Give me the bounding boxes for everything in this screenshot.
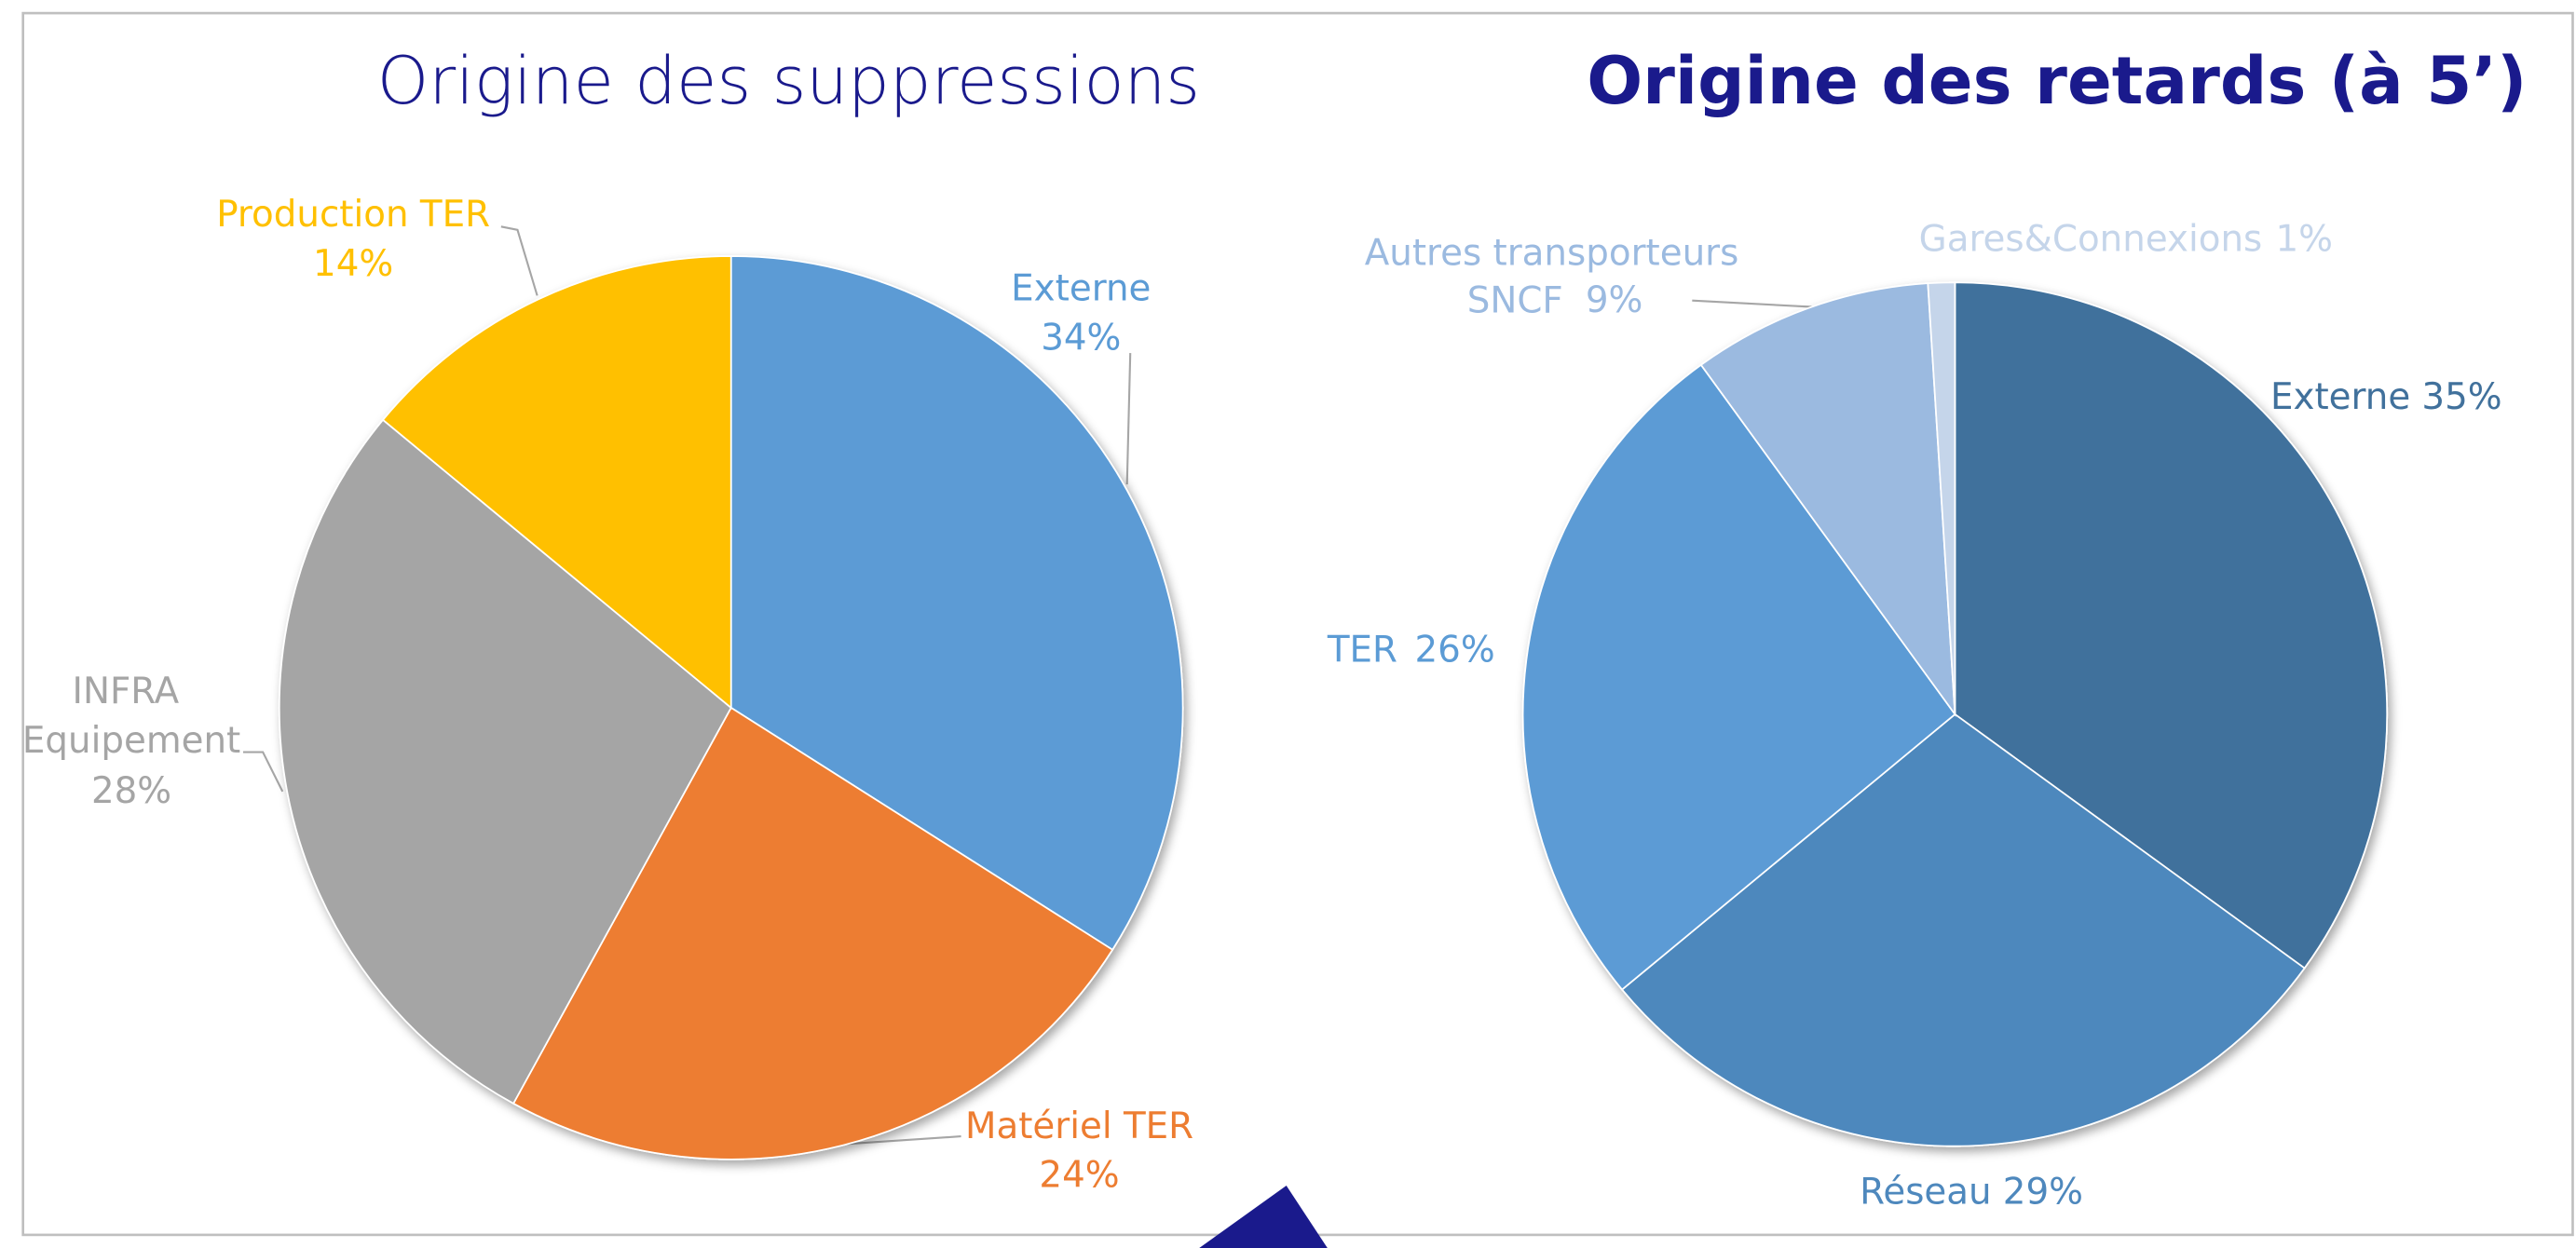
pie-slice [1927, 281, 1956, 715]
slice-value-label: 35% [2421, 376, 2501, 418]
slice-value-label: 28% [91, 770, 171, 812]
slice-label: Gares&Connexions [1919, 219, 2263, 261]
decor-shape [1199, 1186, 1328, 1248]
slice-value-label: 1% [2275, 219, 2333, 261]
slice-value-label: 26% [1414, 629, 1494, 671]
slice-label: Externe [1011, 268, 1151, 310]
chart-title: Origine des suppressions [377, 43, 1200, 119]
pie-slice [1521, 363, 1956, 991]
pie [1521, 281, 2389, 1147]
slice-value-label: 14% [313, 243, 393, 285]
pie-slice [1699, 282, 1956, 717]
slice-label: Matériel TER [965, 1106, 1193, 1147]
pie-slice [278, 418, 732, 1106]
slice-value-label: 9% [1586, 279, 1643, 321]
chart-title: Origine des retards (à 5’) [1587, 43, 2527, 119]
slice-value-label: 29% [2003, 1171, 2083, 1213]
slice-label: Réseau [1860, 1171, 1991, 1213]
slice-label: Production TER [216, 194, 490, 236]
slice-label: Externe [2270, 376, 2410, 418]
slice-label: Autres transporteurs SNCF [1365, 232, 1751, 321]
slice-label: TER [1327, 629, 1397, 671]
pie-slice [511, 706, 1114, 1160]
pie [278, 255, 1184, 1160]
slice-value-label: 24% [1039, 1155, 1119, 1197]
slice-label: INFRA Equipement [22, 671, 240, 762]
pie-slice [729, 255, 1184, 951]
pie-slice [1954, 281, 2389, 970]
pie-slice [381, 255, 732, 710]
slice-value-label: 34% [1041, 317, 1121, 359]
pie-slice [1620, 712, 2306, 1147]
leader-lines [242, 225, 1816, 1146]
